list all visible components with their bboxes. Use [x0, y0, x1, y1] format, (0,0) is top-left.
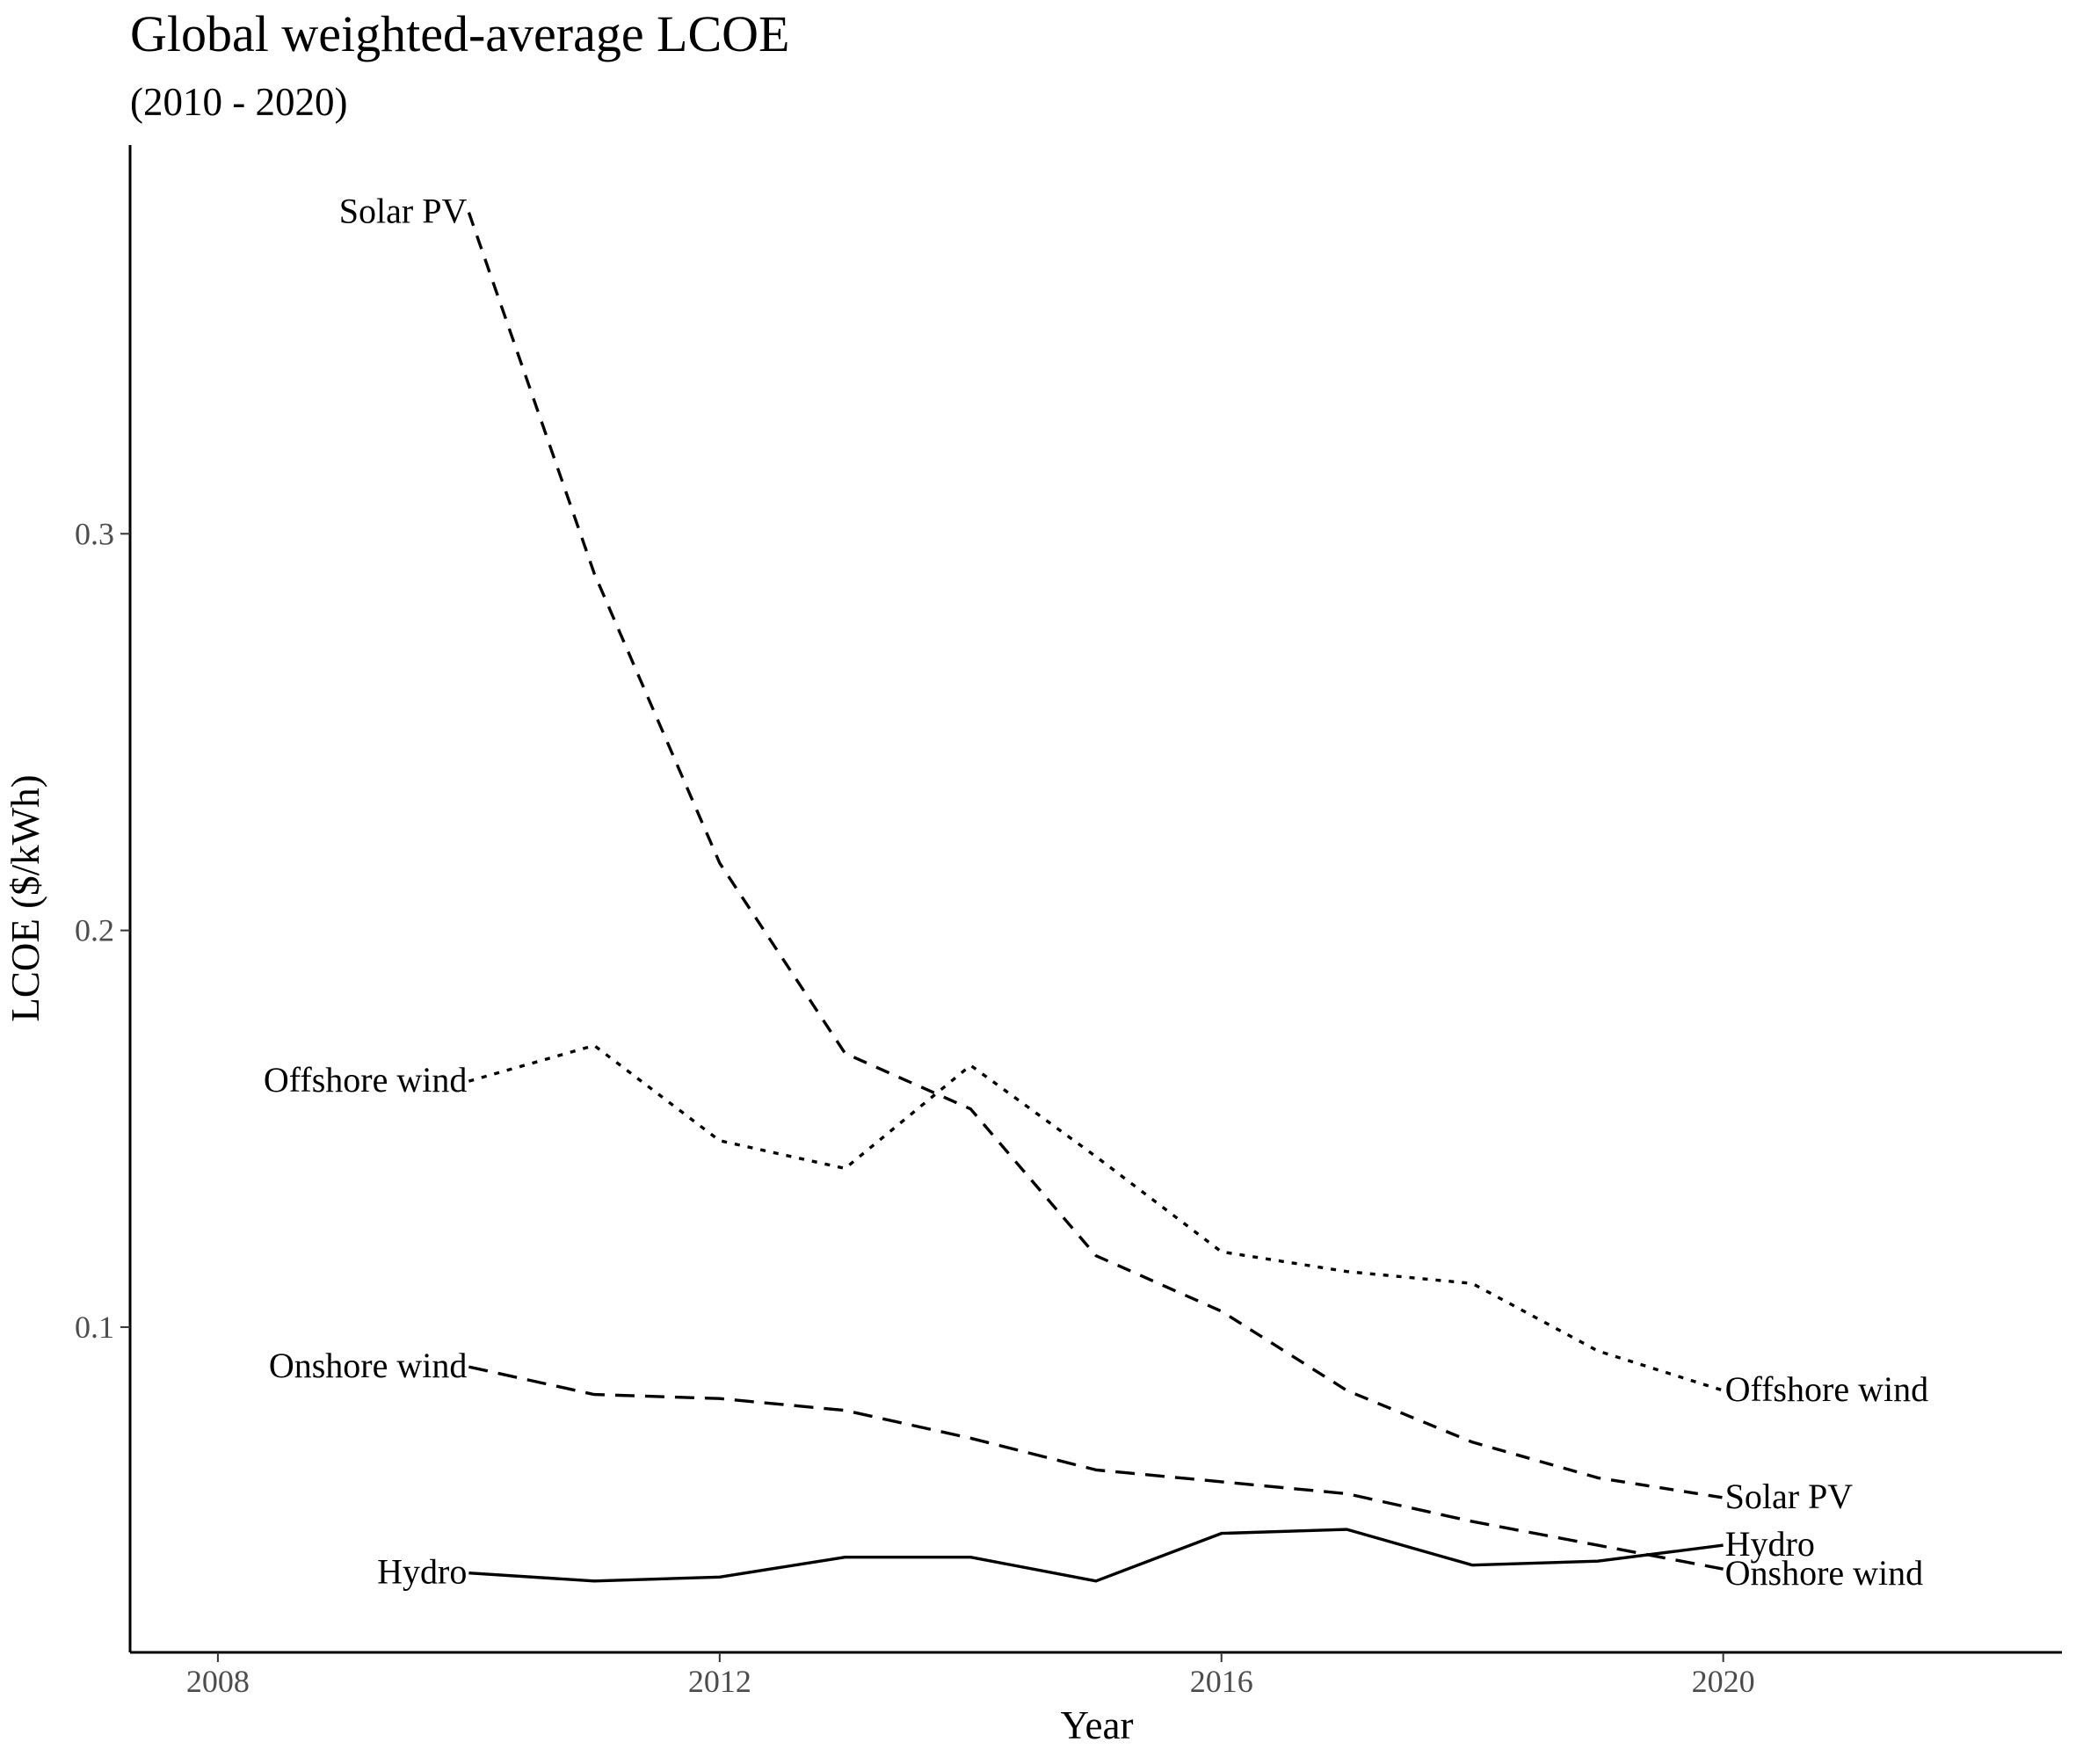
y-tick-label: 0.2 — [75, 913, 114, 948]
x-tick-label: 2012 — [688, 1664, 751, 1699]
x-tick-label: 2016 — [1190, 1664, 1253, 1699]
y-tick-label: 0.3 — [75, 516, 114, 551]
y-axis-title: LCOE ($/kWh) — [4, 774, 47, 1021]
y-ticks: 0.1 0.2 0.3 — [75, 516, 130, 1345]
chart-title: Global weighted-average LCOE — [130, 5, 790, 62]
axes — [128, 145, 2062, 1654]
series-lines — [467, 212, 1724, 1583]
series-line-hydro — [468, 1528, 1724, 1583]
series-label-end-onshore-wind: Onshore wind — [1725, 1553, 1924, 1593]
x-axis-title: Year — [1061, 1703, 1134, 1747]
series-labels: Solar PV Solar PV Offshore wind Offshore wi… — [264, 192, 1928, 1593]
x-tick-label: 2020 — [1692, 1664, 1755, 1699]
series-line-solar-pv — [467, 212, 1724, 1499]
series-label-start-offshore-wind: Offshore wind — [264, 1060, 467, 1100]
series-label-end-solar-pv: Solar PV — [1725, 1477, 1854, 1516]
x-ticks: 2008 2012 2016 2020 — [186, 1652, 1755, 1699]
series-line-onshore-wind — [468, 1365, 1724, 1571]
chart-subtitle: (2010 - 2020) — [130, 80, 347, 124]
series-label-end-hydro: Hydro — [1725, 1524, 1815, 1564]
series-line-offshore-wind — [468, 1043, 1724, 1392]
series-label-start-solar-pv: Solar PV — [339, 192, 468, 231]
series-label-end-offshore-wind: Offshore wind — [1725, 1369, 1928, 1409]
series-label-start-hydro: Hydro — [377, 1552, 467, 1592]
x-tick-label: 2008 — [186, 1664, 250, 1699]
series-label-start-onshore-wind: Onshore wind — [269, 1346, 468, 1385]
y-tick-label: 0.1 — [75, 1310, 114, 1345]
